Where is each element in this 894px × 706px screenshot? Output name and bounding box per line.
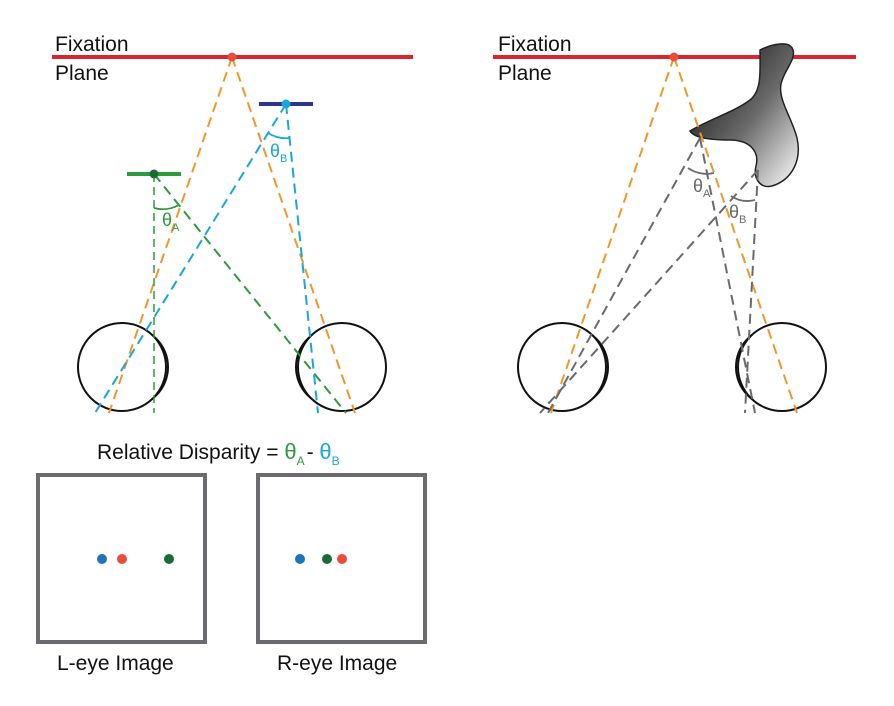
theta-a-label-right: θA: [693, 176, 711, 200]
fixation-point-right: [669, 52, 679, 62]
blue-sightline-left: [94, 103, 287, 414]
right-panel: Fixation Plane θA θB: [493, 33, 856, 414]
orange-sightline-right-2: [673, 56, 798, 414]
theta-b-label: θB: [270, 141, 287, 165]
theta-b-label-right: θB: [729, 202, 746, 226]
green-object-point: [149, 169, 159, 179]
right-eye-image-caption: R-eye Image: [277, 652, 397, 675]
gray-sightline-b-left: [539, 169, 759, 414]
fixation-point: [227, 52, 237, 62]
right-image-blue-dot: [295, 554, 305, 564]
theta-b-arc: [267, 132, 291, 140]
blue-object-point: [281, 99, 291, 109]
left-eye: [77, 322, 169, 412]
left-panel: Fixation Plane θA θB: [52, 33, 413, 414]
right-image-green-dot: [322, 554, 332, 564]
green-sightline-right: [153, 173, 347, 414]
gray-sightline-a-left: [547, 137, 701, 414]
gray-sightline-b-right: [744, 169, 759, 414]
fixation-label-line2: Plane: [55, 62, 109, 85]
fixation-label-line1: Fixation: [55, 33, 129, 56]
right-eye-image-panel: R-eye Image: [256, 473, 427, 675]
right-panel-left-eye: [517, 322, 609, 412]
theta-a-arc-right: [687, 167, 715, 175]
relative-disparity-formula: Relative Disparity = θA- θB: [97, 439, 340, 468]
gray-sightline-a-right: [699, 137, 756, 414]
orange-sightline-left: [108, 56, 233, 414]
left-eye-image-caption: L-eye Image: [57, 652, 174, 675]
left-eye-image-panel: L-eye Image: [36, 473, 207, 675]
orange-sightline-right: [231, 56, 356, 414]
theta-a-label: θA: [162, 210, 180, 234]
blue-sightline-right: [285, 103, 319, 414]
curved-object-shape: [688, 43, 799, 188]
left-image-green-dot: [164, 554, 174, 564]
orange-sightline-left-2: [550, 56, 675, 414]
left-image-blue-dot: [97, 554, 107, 564]
fixation-label-right-line2: Plane: [498, 62, 552, 85]
theta-a-arc: [153, 204, 180, 211]
left-image-red-dot: [117, 554, 127, 564]
fixation-label-right-line1: Fixation: [498, 33, 572, 56]
right-eye: [295, 322, 387, 412]
right-image-red-dot: [337, 554, 347, 564]
theta-b-arc-right: [730, 195, 756, 202]
